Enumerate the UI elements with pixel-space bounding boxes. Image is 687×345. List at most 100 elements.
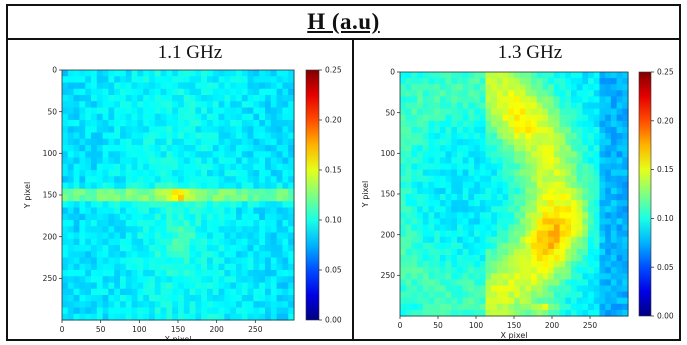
heatmap-cell <box>184 151 190 158</box>
heatmap-cell <box>207 114 213 121</box>
heatmap-cell <box>91 308 97 315</box>
heatmap-cell <box>91 201 97 208</box>
heatmap-cell <box>120 189 126 196</box>
heatmap-cell <box>605 292 611 299</box>
heatmap-cell <box>120 126 126 133</box>
heatmap-cell <box>132 201 138 208</box>
heatmap-cell <box>282 289 288 296</box>
heatmap-cell <box>406 164 412 171</box>
heatmap-cell <box>207 101 213 108</box>
heatmap-cell <box>271 233 277 240</box>
colorbar-tick-label: 0.20 <box>325 116 342 125</box>
heatmap-cell <box>253 76 259 83</box>
heatmap-cell <box>248 120 254 127</box>
heatmap-cell <box>617 115 623 122</box>
panel-title: 1.3 GHz <box>498 42 562 63</box>
heatmap-cell <box>588 90 594 97</box>
heatmap-cell <box>605 237 611 244</box>
heatmap-cell <box>588 261 594 268</box>
heatmap-cell <box>271 295 277 302</box>
heatmap-cell <box>474 255 480 262</box>
heatmap-cell <box>242 76 248 83</box>
heatmap-cell <box>417 176 423 183</box>
heatmap-cell <box>97 220 103 227</box>
heatmap-cell <box>236 126 242 133</box>
heatmap-cell <box>611 115 617 122</box>
panel-title: 1.1 GHz <box>158 42 222 63</box>
heatmap-cell <box>265 301 271 308</box>
heatmap-cell <box>277 276 283 283</box>
heatmap-cell <box>508 127 514 134</box>
heatmap-cell <box>582 96 588 103</box>
heatmap-cell <box>201 145 207 152</box>
heatmap-cell <box>497 121 503 128</box>
heatmap-cell <box>531 249 537 256</box>
heatmap-cell <box>463 249 469 256</box>
heatmap-cell <box>548 170 554 177</box>
heatmap-cell <box>468 255 474 262</box>
heatmap-cell <box>190 76 196 83</box>
heatmap-cell <box>548 261 554 268</box>
heatmap-cell <box>91 176 97 183</box>
colorbar <box>306 70 319 320</box>
heatmap-cell <box>219 101 225 108</box>
colorbar-tick-label: 0.05 <box>657 263 674 272</box>
heatmap-cell <box>282 258 288 265</box>
heatmap-cell <box>207 308 213 315</box>
heatmap-cell <box>149 83 155 90</box>
heatmap-cell <box>132 239 138 246</box>
heatmap-cell <box>178 208 184 215</box>
heatmap-cell <box>201 264 207 271</box>
heatmap-cell <box>219 164 225 171</box>
heatmap-cell <box>531 298 537 305</box>
y-tick-label: 50 <box>385 108 395 117</box>
heatmap-cell <box>172 101 178 108</box>
heatmap-cell <box>103 195 109 202</box>
heatmap-cell <box>166 120 172 127</box>
heatmap-cell <box>62 145 68 152</box>
heatmap-cell <box>497 188 503 195</box>
heatmap-cell <box>62 258 68 265</box>
heatmap-cell <box>201 195 207 202</box>
heatmap-cell <box>248 245 254 252</box>
heatmap-cell <box>503 212 509 219</box>
heatmap-cell <box>242 220 248 227</box>
heatmap-cell <box>219 120 225 127</box>
heatmap-cell <box>486 133 492 140</box>
heatmap-cell <box>68 201 74 208</box>
heatmap-cell <box>207 76 213 83</box>
heatmap-cell <box>600 151 606 158</box>
heatmap-cell <box>166 145 172 152</box>
heatmap-cell <box>114 214 120 221</box>
heatmap-cell <box>62 83 68 90</box>
heatmap-cell <box>588 243 594 250</box>
heatmap-cell <box>259 183 265 190</box>
heatmap-cell <box>543 164 549 171</box>
heatmap-cell <box>230 145 236 152</box>
heatmap-cell <box>85 120 91 127</box>
heatmap-cell <box>617 212 623 219</box>
heatmap-cell <box>178 220 184 227</box>
heatmap-cell <box>537 151 543 158</box>
heatmap-cell <box>617 304 623 311</box>
heatmap-cell <box>132 245 138 252</box>
heatmap-cell <box>271 139 277 146</box>
heatmap-cell <box>103 239 109 246</box>
heatmap-cell <box>554 267 560 274</box>
heatmap-cell <box>149 226 155 233</box>
heatmap-cell <box>434 206 440 213</box>
heatmap-cell <box>79 245 85 252</box>
heatmap-cell <box>253 108 259 115</box>
heatmap-cell <box>577 255 583 262</box>
heatmap-cell <box>161 283 167 290</box>
heatmap-cell <box>588 237 594 244</box>
heatmap-cell <box>571 304 577 311</box>
heatmap-cell <box>166 295 172 302</box>
heatmap-cell <box>594 78 600 85</box>
heatmap-cell <box>548 310 554 317</box>
heatmap-cell <box>74 95 80 102</box>
heatmap-cell <box>91 233 97 240</box>
heatmap-cell <box>166 276 172 283</box>
heatmap-cell <box>271 164 277 171</box>
heatmap-cell <box>155 201 161 208</box>
